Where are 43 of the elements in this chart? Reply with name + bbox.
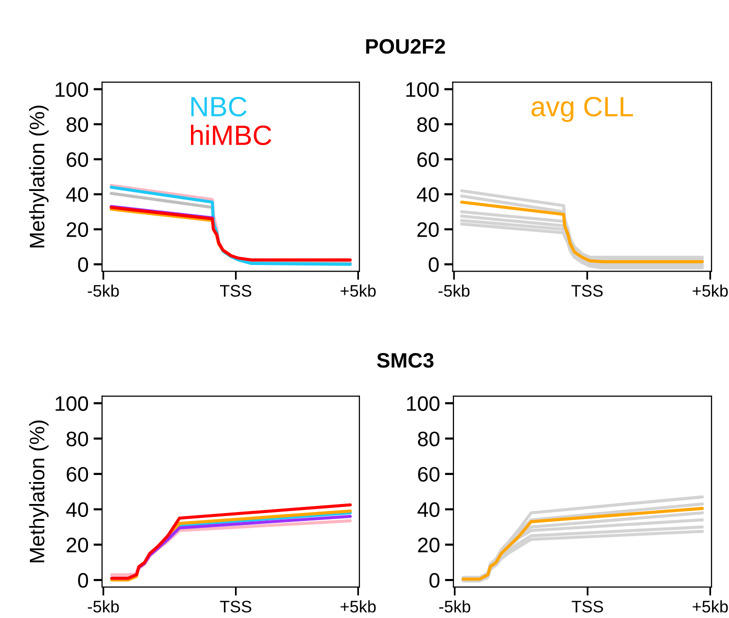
y-tick-label: 20	[417, 222, 439, 238]
x-tick-label: -5kb	[439, 600, 470, 613]
y-tick-label: 60	[66, 466, 88, 482]
text: SMC3	[376, 352, 434, 368]
y-tick-label: 40	[66, 187, 88, 202]
y-tick-label: 80	[66, 117, 88, 132]
text: NBC	[191, 96, 247, 116]
x-tick-label: +5kb	[692, 600, 728, 613]
y-tick-label: 60	[417, 152, 439, 167]
y-tick-label: 60	[66, 152, 88, 167]
y-tick-label: 20	[66, 222, 88, 238]
text: avg CLL	[532, 96, 633, 122]
y-tick-label: 20	[66, 538, 88, 552]
y-axis-title: Methylation (%)	[29, 420, 49, 562]
text: hiMBC	[190, 124, 272, 146]
x-tick-label: TSS	[572, 600, 604, 613]
x-tick-label: TSS	[220, 284, 252, 297]
x-tick-label: +5kb	[340, 600, 376, 613]
y-tick-label: 40	[66, 502, 88, 518]
y-tick-label: 80	[66, 432, 88, 446]
y-tick-label: 40	[416, 187, 439, 202]
y-axis-title: Methylation (%)	[29, 106, 49, 248]
x-tick-label: +5kb	[692, 284, 728, 297]
x-tick-label: -5kb	[438, 284, 470, 297]
x-tick-label: TSS	[220, 600, 252, 613]
y-tick-label: 80	[418, 432, 440, 446]
y-tick-label: 0	[78, 257, 88, 272]
y-tick-label: 40	[418, 502, 440, 518]
x-tick-label: TSS	[571, 284, 603, 297]
x-tick-label: -5kb	[88, 284, 119, 297]
x-tick-label: -5kb	[88, 600, 119, 613]
y-tick-label: 0	[428, 257, 439, 272]
y-tick-label: 100	[407, 396, 440, 411]
y-tick-label: 0	[429, 573, 440, 588]
y-tick-label: 0	[78, 573, 88, 588]
y-tick-label: 80	[417, 117, 439, 132]
x-tick-label: +5kb	[340, 284, 376, 297]
y-tick-label: 100	[406, 82, 439, 97]
y-tick-label: 60	[418, 466, 440, 482]
y-tick-label: 100	[56, 82, 88, 97]
y-tick-label: 100	[56, 396, 88, 411]
y-tick-label: 20	[418, 538, 440, 552]
text: POU2F2	[366, 39, 446, 54]
